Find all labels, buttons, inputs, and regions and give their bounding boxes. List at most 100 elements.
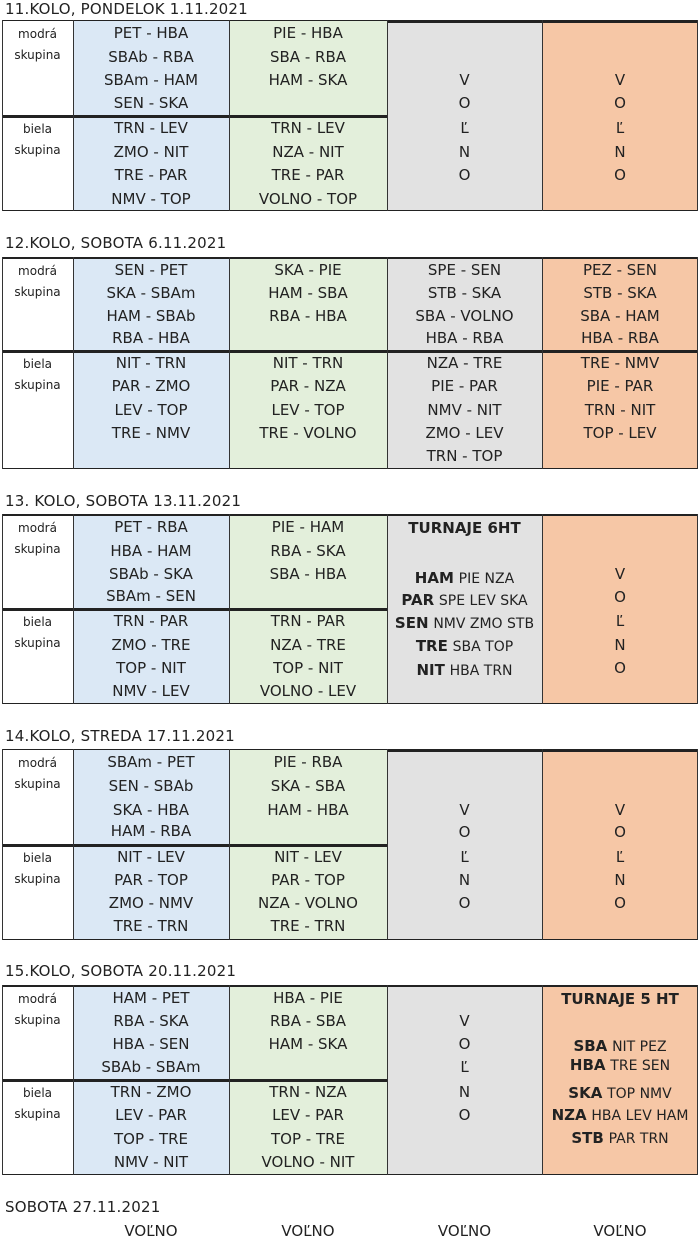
match-cell: HBA - RBA (425, 329, 504, 347)
match-cell: NIT - LEV (117, 848, 185, 866)
tournament-host: PAR (401, 591, 435, 609)
match-cell: NIT - TRN (115, 354, 187, 372)
tournament-row: HAM PIE NZA (387, 569, 542, 588)
group-label-white: biela skupina (14, 122, 61, 157)
match-cell: TRE - TRN (113, 917, 189, 935)
group-label-white: biela skupina (14, 1086, 61, 1121)
volno-letter: V (614, 71, 626, 89)
match-cell: TRN - LEV (114, 119, 188, 137)
tournament-guests: HBA TRN (449, 663, 513, 679)
match-cell: HAM - SKA (268, 1035, 348, 1053)
tournament-host: NZA (551, 1106, 587, 1124)
round-table: modrá skupina biela skupina SEN - PET SKA … (2, 257, 698, 469)
match-cell: SBA - HBA (269, 565, 347, 583)
volno-letter: O (458, 894, 471, 912)
volno-letter: Ľ (460, 848, 469, 866)
match-cell: PAR - ZMO (111, 377, 191, 395)
match-cell: SBAb - SBAm (101, 1058, 201, 1076)
volno-cell: VOĽNO (124, 1222, 178, 1240)
volno-letter: O (614, 894, 626, 912)
tournament-row: NZA HBA LEV HAM (542, 1106, 698, 1125)
match-cell: VOLNO - NIT (261, 1153, 355, 1171)
match-cell: TRN - PAR (113, 612, 189, 630)
tournament-host: HAM (414, 569, 454, 587)
match-cell: SPE - SEN (427, 261, 502, 279)
match-cell: SBA - RBA (270, 48, 346, 66)
tournament-row: STB PAR TRN (542, 1129, 698, 1148)
tournament-guests: SPE LEV SKA (438, 593, 528, 609)
match-cell: NZA - NIT (272, 143, 344, 161)
round-table: modrá skupina biela skupina PET - HBA SBAb… (2, 20, 698, 211)
volno-letter: O (614, 659, 626, 677)
match-cell: STB - SKA (427, 284, 502, 302)
match-cell: TRE - PAR (114, 166, 188, 184)
match-cell: TRN - TOP (426, 447, 503, 465)
group-label-blue: modrá skupina (14, 27, 61, 62)
match-cell: HBA - HAM (110, 542, 192, 560)
match-cell: NIT - TRN (272, 354, 344, 372)
match-cell: RBA - HBA (269, 307, 347, 325)
match-cell: HBA - SEN (112, 1035, 190, 1053)
volno-letter: O (614, 94, 626, 112)
volno-letter: V (459, 1012, 470, 1030)
match-cell: TOP - NIT (273, 659, 343, 677)
tournament-host: SBA (573, 1037, 608, 1055)
round-header: 14.KOLO, STREDA 17.11.2021 (5, 727, 235, 745)
tournament-host: TRE (415, 637, 448, 655)
match-cell: ZMO - NIT (113, 143, 189, 161)
match-cell: SKA - HBA (112, 801, 190, 819)
match-cell: SBAm - HAM (103, 71, 199, 89)
match-cell: HAM - RBA (110, 822, 192, 840)
match-cell: SKA - SBAm (106, 284, 196, 302)
group-label-blue: modrá skupina (14, 992, 61, 1027)
match-cell: SEN - SKA (113, 94, 189, 112)
volno-letter: Ľ (615, 848, 625, 866)
volno-letter: N (614, 143, 626, 161)
match-cell: RBA - SKA (113, 1012, 189, 1030)
volno-letter: O (614, 823, 626, 841)
tournament-guests: SBA TOP (452, 639, 514, 655)
match-cell: PIE - HBA (273, 24, 343, 42)
round-table: modrá skupina biela skupina HAM - PET RBA … (2, 985, 698, 1175)
match-cell: HAM - SBAb (106, 307, 196, 325)
volno-letter: O (614, 588, 626, 606)
tournament-host: STB (571, 1129, 604, 1147)
match-cell: VOLNO - TOP (258, 190, 358, 208)
match-cell: RBA - SBA (270, 1012, 346, 1030)
match-cell: SBAm - PET (107, 753, 195, 771)
match-cell: HAM - HBA (267, 801, 349, 819)
match-cell: PAR - TOP (271, 871, 345, 889)
match-cell: SEN - PET (114, 261, 188, 279)
group-label-blue: modrá skupina (14, 521, 61, 556)
volno-letter: Ľ (615, 612, 625, 630)
volno-letter: Ľ (615, 119, 625, 137)
tournament-guests: NMV ZMO STB (433, 616, 535, 632)
volno-letter: O (458, 823, 471, 841)
volno-letter: N (458, 143, 471, 161)
match-cell: TRN - LEV (271, 119, 345, 137)
volno-letter: V (614, 801, 626, 819)
tournament-guests: TOP NMV (607, 1086, 672, 1102)
volno-letter: O (458, 1106, 471, 1124)
tournament-host: SKA (568, 1084, 603, 1102)
volno-letter: N (614, 636, 626, 654)
match-cell: TOP - TRE (270, 1130, 346, 1148)
match-cell: SKA - PIE (274, 261, 342, 279)
match-cell: NZA - TRE (426, 354, 503, 372)
match-cell: LEV - PAR (272, 1106, 344, 1124)
match-cell: PEZ - SEN (583, 261, 657, 279)
match-cell: RBA - HBA (112, 329, 190, 347)
match-cell: TRE - PAR (271, 166, 345, 184)
match-cell: LEV - TOP (271, 401, 345, 419)
volno-letter: Ľ (460, 119, 469, 137)
tournament-row: PAR SPE LEV SKA (387, 591, 542, 610)
volno-letter: Ľ (460, 1058, 469, 1076)
match-cell: PET - RBA (114, 518, 188, 536)
match-cell: TRN - NIT (584, 401, 656, 419)
tournament-host: HBA (569, 1056, 606, 1074)
volno-letter: V (614, 565, 626, 583)
match-cell: NMV - NIT (113, 1153, 189, 1171)
match-cell: SBA - HAM (580, 307, 660, 325)
match-cell: SBA - VOLNO (415, 307, 514, 325)
volno-letter: O (614, 166, 626, 184)
